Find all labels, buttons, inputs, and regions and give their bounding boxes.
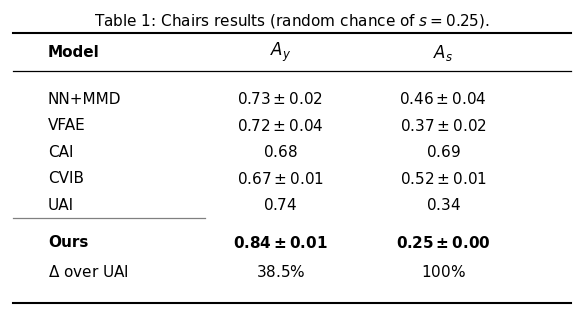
- Text: CVIB: CVIB: [48, 171, 84, 186]
- Text: $100\%$: $100\%$: [420, 264, 465, 280]
- Text: $0.68$: $0.68$: [263, 144, 298, 160]
- Text: $A_s$: $A_s$: [433, 43, 453, 63]
- Text: $0.72 \pm 0.04$: $0.72 \pm 0.04$: [237, 118, 324, 134]
- Text: NN+MMD: NN+MMD: [48, 92, 121, 107]
- Text: $0.46 \pm 0.04$: $0.46 \pm 0.04$: [399, 91, 487, 107]
- Text: $0.52 \pm 0.01$: $0.52 \pm 0.01$: [399, 171, 486, 187]
- Text: $\mathbf{0.84 \pm 0.01}$: $\mathbf{0.84 \pm 0.01}$: [233, 235, 328, 251]
- Text: $\mathbf{0.25 \pm 0.00}$: $\mathbf{0.25 \pm 0.00}$: [396, 235, 491, 251]
- Text: $0.74$: $0.74$: [263, 197, 297, 213]
- Text: VFAE: VFAE: [48, 118, 86, 133]
- Text: $0.73 \pm 0.02$: $0.73 \pm 0.02$: [238, 91, 324, 107]
- Text: $A_y$: $A_y$: [270, 41, 291, 64]
- Text: Model: Model: [48, 45, 100, 60]
- Text: Table 1: Chairs results (random chance of $s = 0.25$).: Table 1: Chairs results (random chance o…: [94, 12, 490, 30]
- Text: Ours: Ours: [48, 235, 88, 250]
- Text: CAI: CAI: [48, 145, 74, 160]
- Text: $0.34$: $0.34$: [426, 197, 461, 213]
- Text: $0.69$: $0.69$: [426, 144, 461, 160]
- Text: $0.37 \pm 0.02$: $0.37 \pm 0.02$: [399, 118, 486, 134]
- Text: $\Delta$ over UAI: $\Delta$ over UAI: [48, 264, 128, 280]
- Text: UAI: UAI: [48, 198, 74, 213]
- Text: $0.67 \pm 0.01$: $0.67 \pm 0.01$: [237, 171, 324, 187]
- Text: $38.5\%$: $38.5\%$: [256, 264, 305, 280]
